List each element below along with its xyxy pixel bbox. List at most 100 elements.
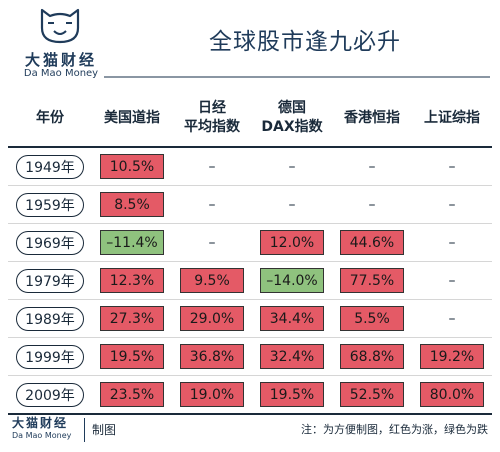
value-cell: –	[172, 224, 252, 261]
gain-value: 9.5%	[180, 268, 244, 293]
gain-value: 19.5%	[100, 344, 164, 369]
column-header-line: 平均指数	[184, 119, 240, 135]
value-cell: 5.5%	[332, 300, 412, 337]
loss-value: –11.4%	[100, 230, 164, 255]
column-header-line: 上证综指	[424, 109, 480, 126]
value-cell: 68.8%	[332, 338, 412, 375]
gain-value: 77.5%	[340, 268, 404, 293]
gain-value: 19.5%	[260, 382, 324, 407]
column-header-line: 香港恒指	[344, 109, 400, 126]
footer: 大猫财经 Da Mao Money 制图 注：为方便制图，红色为涨，绿色为跌	[8, 412, 492, 450]
no-data-dash: –	[448, 158, 456, 175]
loss-value: –14.0%	[260, 268, 324, 293]
value-cell: 8.5%	[92, 186, 172, 223]
value-cell: 19.5%	[252, 376, 332, 413]
gain-value: 8.5%	[100, 192, 164, 217]
value-cell: –	[412, 262, 492, 299]
value-cell: 10.5%	[92, 148, 172, 185]
value-cell: 19.5%	[92, 338, 172, 375]
no-data-dash: –	[208, 158, 216, 175]
value-cell: 29.0%	[172, 300, 252, 337]
gain-value: 10.5%	[100, 154, 164, 179]
value-cell: 23.5%	[92, 376, 172, 413]
footer-brand-cn: 大猫财经	[12, 416, 69, 430]
year-badge: 1999年	[16, 344, 84, 369]
gain-value: 80.0%	[420, 382, 484, 407]
header: 大猫财经 Da Mao Money 全球股市逢九必升	[8, 0, 492, 88]
footer-made-by: 制图	[92, 423, 117, 437]
no-data-dash: –	[448, 196, 456, 213]
no-data-dash: –	[288, 158, 296, 175]
column-header: 德国 DAX指数	[252, 90, 332, 146]
year-badge: 1989年	[16, 306, 84, 331]
column-header: 香港恒指	[332, 90, 412, 146]
no-data-dash: –	[368, 196, 376, 213]
gain-value: 19.2%	[420, 344, 484, 369]
footer-brand-en: Da Mao Money	[12, 431, 72, 440]
returns-table: 年份 美国道指 日经 平均指数 德国 DAX指数 香港恒指 上证综指 1949年 10.5% – – –…	[8, 90, 492, 415]
table-row: 1989年 27.3% 29.0% 34.4% 5.5% –	[8, 300, 492, 338]
year-badge: 2009年	[16, 382, 84, 407]
value-cell: 80.0%	[412, 376, 492, 413]
column-header: 年份	[8, 90, 92, 146]
gain-value: 68.8%	[340, 344, 404, 369]
value-cell: 12.0%	[252, 224, 332, 261]
gain-value: 23.5%	[100, 382, 164, 407]
column-header: 日经 平均指数	[172, 90, 252, 146]
year-cell: 1989年	[8, 300, 92, 337]
gain-value: 52.5%	[340, 382, 404, 407]
no-data-dash: –	[368, 158, 376, 175]
gain-value: 5.5%	[340, 306, 404, 331]
value-cell: 12.3%	[92, 262, 172, 299]
value-cell: –14.0%	[252, 262, 332, 299]
column-header-line: 年份	[36, 109, 64, 126]
year-cell: 1949年	[8, 148, 92, 185]
value-cell: 44.6%	[332, 224, 412, 261]
table-row: 1999年 19.5% 36.8% 32.4% 68.8% 19.2%	[8, 338, 492, 376]
table-header-row: 年份 美国道指 日经 平均指数 德国 DAX指数 香港恒指 上证综指	[8, 90, 492, 148]
value-cell: –	[332, 148, 412, 185]
gain-value: 32.4%	[260, 344, 324, 369]
gain-value: 27.3%	[100, 306, 164, 331]
value-cell: 34.4%	[252, 300, 332, 337]
column-header-line: 美国道指	[104, 109, 160, 126]
gain-value: 36.8%	[180, 344, 244, 369]
no-data-dash: –	[288, 196, 296, 213]
value-cell: 9.5%	[172, 262, 252, 299]
value-cell: –	[172, 148, 252, 185]
year-badge: 1959年	[16, 192, 84, 217]
no-data-dash: –	[208, 196, 216, 213]
year-cell: 1979年	[8, 262, 92, 299]
gain-value: 44.6%	[340, 230, 404, 255]
brand-name-en: Da Mao Money	[23, 68, 99, 79]
value-cell: –	[172, 186, 252, 223]
brand-logo: 大猫财经 Da Mao Money	[18, 6, 108, 84]
value-cell: 52.5%	[332, 376, 412, 413]
gain-value: 34.4%	[260, 306, 324, 331]
column-header-line: 德国	[278, 100, 306, 116]
year-badge: 1979年	[16, 268, 84, 293]
table-row: 1969年 –11.4% – 12.0% 44.6% –	[8, 224, 492, 262]
year-cell: 2009年	[8, 376, 92, 413]
brand-name-cn: 大猫财经	[24, 51, 97, 69]
title-divider	[104, 76, 490, 78]
value-cell: –	[252, 148, 332, 185]
value-cell: –	[412, 300, 492, 337]
table-row: 2009年 23.5% 19.0% 19.5% 52.5% 80.0%	[8, 376, 492, 415]
value-cell: –	[412, 186, 492, 223]
value-cell: 32.4%	[252, 338, 332, 375]
page-title: 全球股市逢九必升	[209, 29, 401, 55]
cat-face-icon	[40, 8, 80, 44]
footer-divider	[84, 418, 85, 442]
table-row: 1959年 8.5% – – – –	[8, 186, 492, 224]
column-header: 美国道指	[92, 90, 172, 146]
value-cell: –11.4%	[92, 224, 172, 261]
value-cell: –	[412, 224, 492, 261]
year-cell: 1999年	[8, 338, 92, 375]
year-badge: 1969年	[16, 230, 84, 255]
no-data-dash: –	[448, 310, 456, 327]
table-row: 1949年 10.5% – – – –	[8, 148, 492, 186]
table-row: 1979年 12.3% 9.5% –14.0% 77.5% –	[8, 262, 492, 300]
value-cell: 36.8%	[172, 338, 252, 375]
